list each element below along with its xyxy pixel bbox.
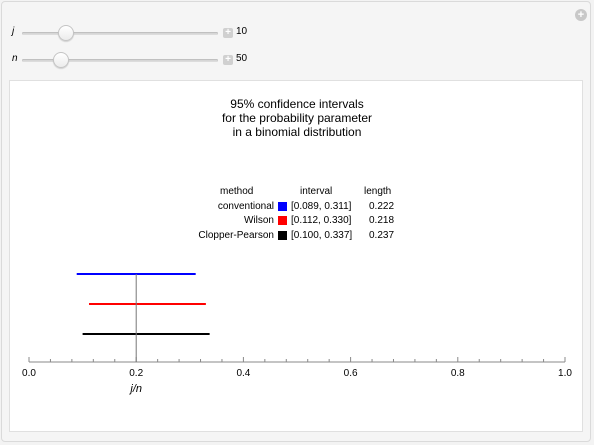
x-axis-label: j/n <box>128 383 142 395</box>
row-interval: [0.100, 0.337] <box>291 230 353 241</box>
header-length: length <box>364 186 392 197</box>
slider-j-value: 10 <box>236 26 248 37</box>
title-line: 95% confidence intervals <box>230 97 364 111</box>
slider-n-track[interactable] <box>22 59 218 62</box>
slider-j-plus-icon[interactable]: + <box>223 28 233 38</box>
row-method: conventional <box>217 201 274 212</box>
options-plus-icon[interactable]: + <box>575 9 587 21</box>
row-method: Clopper-Pearson <box>198 230 274 241</box>
slider-j-track[interactable] <box>22 32 218 35</box>
x-tick-label: 0.2 <box>129 368 143 379</box>
header-interval: interval <box>300 186 333 197</box>
x-tick-label: 0.0 <box>22 368 36 379</box>
color-swatch <box>278 231 287 240</box>
control-n-label: n <box>12 53 18 64</box>
x-tick-label: 0.6 <box>344 368 358 379</box>
title-line: in a binomial distribution <box>232 125 362 139</box>
interval-chart: 0.0 0.2 0.4 0.6 0.8 1.0 j/n <box>22 273 572 395</box>
control-j: j + 10 <box>0 23 300 43</box>
x-tick-label: 0.4 <box>236 368 250 379</box>
control-n: n + 50 <box>0 50 300 70</box>
header-method: method <box>220 186 254 197</box>
color-swatch <box>278 202 287 211</box>
slider-n-thumb[interactable] <box>53 52 69 68</box>
row-method: Wilson <box>243 215 274 226</box>
slider-j-thumb[interactable] <box>58 25 74 41</box>
x-tick-label: 0.8 <box>451 368 465 379</box>
chart-title: 95% confidence intervals for the probabi… <box>10 97 584 139</box>
output-panel: 95% confidence intervals for the probabi… <box>9 80 583 432</box>
row-length: 0.237 <box>369 230 395 241</box>
row-interval: [0.112, 0.330] <box>291 215 352 226</box>
color-swatch <box>278 216 287 225</box>
control-j-label: j <box>12 26 15 37</box>
row-interval: [0.089, 0.311] <box>291 201 352 212</box>
row-length: 0.218 <box>369 215 395 226</box>
slider-n-plus-icon[interactable]: + <box>223 55 233 65</box>
x-tick-label: 1.0 <box>558 368 572 379</box>
title-line: for the probability parameter <box>221 111 373 125</box>
row-length: 0.222 <box>369 201 395 212</box>
slider-n-value: 50 <box>236 53 248 64</box>
